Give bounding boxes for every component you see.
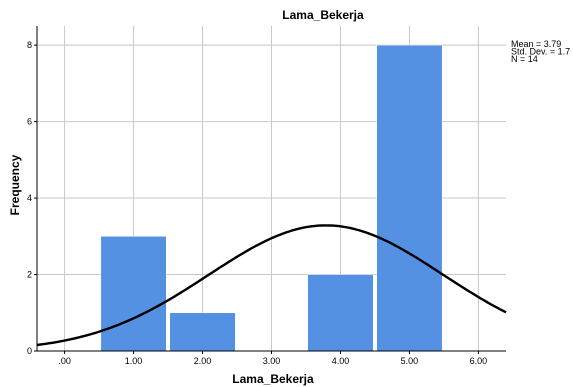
x-tick-label-0: .00 (58, 356, 71, 366)
x-tick-label-4: 4.00 (332, 356, 350, 366)
x-tick-labels: .00 1.00 2.00 3.00 4.00 5.00 6.00 (58, 351, 487, 366)
x-tick-label-3: 3.00 (263, 356, 281, 366)
y-tick-label-4: 8 (27, 40, 32, 50)
histogram-bars (100, 44, 443, 352)
histogram-bar-0 (100, 236, 167, 352)
y-tick-labels: 0 2 4 6 8 (27, 40, 37, 356)
y-tick-label-0: 0 (27, 346, 32, 356)
stat-line-1: Std. Dev. = 1.7 (511, 47, 570, 57)
x-axis-title: Lama_Bekerja (232, 372, 314, 386)
x-tick-label-1: 1.00 (125, 356, 143, 366)
y-axis-title: Frequency (8, 154, 22, 215)
x-tick-label-2: 2.00 (194, 356, 212, 366)
histogram-bar-1 (169, 312, 236, 352)
x-tick-label-5: 5.00 (401, 356, 419, 366)
histogram-bar-4 (376, 44, 443, 352)
y-tick-label-3: 6 (27, 117, 32, 127)
histogram-bar-3 (307, 274, 374, 352)
stat-line-2: N = 14 (511, 54, 538, 64)
stat-line-0: Mean = 3.79 (511, 39, 561, 49)
normal-curve (36, 224, 507, 347)
y-tick-label-1: 2 (27, 270, 32, 280)
chart-title: Lama_Bekerja (282, 8, 364, 22)
y-tick-label-2: 4 (27, 193, 32, 203)
x-tick-label-6: 6.00 (470, 356, 488, 366)
